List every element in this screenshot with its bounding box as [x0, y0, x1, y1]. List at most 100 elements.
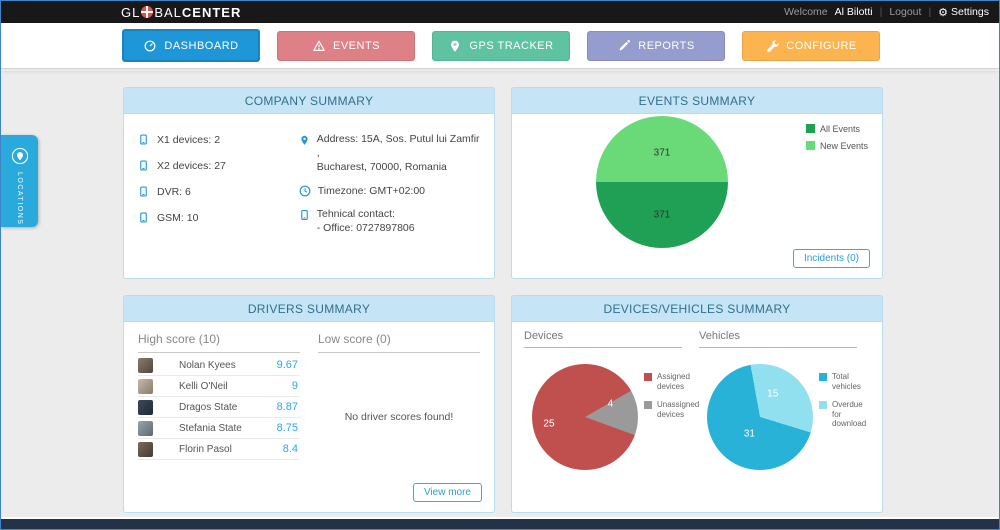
dashboard-icon	[144, 40, 156, 51]
timezone-row: Timezone: GMT+02:00	[299, 184, 480, 198]
panel-title: COMPANY SUMMARY	[124, 88, 494, 114]
driver-score: 9	[291, 380, 298, 392]
low-score-header: Low score (0)	[318, 332, 480, 353]
timezone-label: Timezone: GMT+02:00	[317, 184, 426, 197]
mobile-device-icon	[140, 186, 147, 197]
incidents-button[interactable]: Incidents (0)	[792, 249, 870, 268]
driver-row: Stefania State 8.75	[138, 418, 300, 439]
legend-label: Unassigned devices	[657, 400, 700, 419]
tab-label: CONFIGURE	[786, 39, 857, 52]
driver-avatar	[138, 399, 153, 415]
legend-label: Total vehicles	[832, 372, 861, 391]
events-legend: All Events New Events	[805, 124, 868, 151]
locations-label: LOCATIONS	[16, 172, 23, 226]
phone-icon	[300, 209, 308, 220]
drivers-body: High score (10) Nolan Kyees 9.67 Kelli O…	[124, 322, 494, 512]
divider: |	[879, 6, 883, 18]
devices-vehicles-panel: DEVICES/VEHICLES SUMMARY Devices 25 4 As…	[511, 295, 883, 513]
locations-side-tab[interactable]: LOCATIONS	[1, 135, 38, 227]
driver-row: Nolan Kyees 9.67	[138, 355, 300, 376]
driver-score: 9.67	[276, 359, 298, 371]
high-score-column: High score (10) Nolan Kyees 9.67 Kelli O…	[138, 332, 300, 502]
driver-avatar	[138, 357, 153, 373]
driver-row: Kelli O'Neil 9	[138, 376, 300, 397]
tab-events[interactable]: EVENTS	[277, 30, 415, 61]
legend-label: Overdue for download	[832, 400, 867, 429]
tab-label: EVENTS	[332, 39, 380, 52]
pie-value-label: 31	[743, 428, 755, 440]
low-score-column: Low score (0) No driver scores found!	[318, 332, 480, 502]
address-row: Address: 15A, Sos. Putul lui Zamfir , Bu…	[299, 132, 480, 175]
legend-item: All Events	[805, 124, 868, 134]
gear-icon: ⚙	[938, 6, 949, 19]
tab-gps-tracker[interactable]: GPS TRACKER	[432, 30, 570, 61]
view-more-button[interactable]: View more	[412, 483, 482, 502]
map-pin-icon	[301, 135, 308, 145]
pie-value-label: 25	[543, 418, 555, 430]
topbar-right: Welcome Al Bilotti | Logout | ⚙ Settings	[784, 6, 989, 19]
legend-label: All Events	[819, 124, 860, 134]
devices-section: Devices 25 4 Assigned devices	[522, 330, 700, 504]
username: Al Bilotti	[834, 6, 873, 18]
list-item: GSM: 10	[138, 210, 299, 225]
app-logo: GL BAL CENTER	[121, 5, 241, 20]
legend-swatch	[819, 401, 827, 410]
globe-icon	[141, 6, 154, 18]
driver-name: Nolan Kyees	[179, 359, 236, 371]
contact-office: - Office: 0727897806	[316, 221, 415, 234]
panel-title: EVENTS SUMMARY	[512, 88, 882, 114]
tab-reports[interactable]: REPORTS	[587, 30, 725, 61]
driver-row: Florin Pasol 8.4	[138, 439, 300, 460]
vehicles-legend: Total vehicles Overdue for download	[819, 372, 873, 429]
tab-dashboard[interactable]: DASHBOARD	[122, 29, 260, 62]
driver-avatar	[138, 420, 153, 436]
company-info: Address: 15A, Sos. Putul lui Zamfir , Bu…	[299, 126, 480, 266]
pie-value-label: 15	[767, 388, 779, 400]
devices-legend: Assigned devices Unassigned devices	[644, 372, 700, 419]
tab-label: GPS TRACKER	[469, 39, 554, 52]
devices-header: Devices	[524, 330, 682, 348]
legend-swatch	[819, 373, 827, 381]
driver-avatar	[138, 441, 153, 457]
alert-triangle-icon	[313, 40, 325, 51]
logo-text-gl: GL	[121, 4, 141, 20]
list-item: DVR: 6	[138, 184, 299, 199]
driver-avatar	[138, 378, 153, 394]
clock-icon	[299, 185, 311, 196]
logo-text-center: CENTER	[181, 4, 242, 20]
high-score-header: High score (10)	[138, 332, 300, 353]
legend-swatch	[805, 124, 815, 133]
pie-value-label: 371	[653, 209, 671, 221]
driver-score: 8.4	[282, 443, 298, 455]
events-summary-panel: EVENTS SUMMARY All Events New Events	[511, 87, 883, 279]
device-counts-list: X1 devices: 2 X2 devices: 27 DVR: 6	[138, 126, 299, 266]
driver-score: 8.87	[276, 401, 298, 413]
map-pin-icon	[451, 40, 460, 52]
logo-text-bal: BAL	[154, 4, 182, 20]
logout-link[interactable]: Logout	[889, 6, 922, 18]
location-pin-icon	[11, 147, 28, 165]
events-body: All Events New Events 371 371 Incidents …	[512, 114, 882, 278]
driver-row: Dragos State 8.87	[138, 397, 300, 418]
company-summary-panel: COMPANY SUMMARY X1 devices: 2 X2 devices…	[123, 87, 495, 279]
panel-title: DEVICES/VEHICLES SUMMARY	[512, 296, 882, 322]
driver-name: Dragos State	[179, 401, 238, 413]
list-item: X2 devices: 27	[138, 158, 299, 173]
company-body: X1 devices: 2 X2 devices: 27 DVR: 6	[124, 114, 494, 278]
main-nav: DASHBOARD EVENTS GPS TRACKER REPORTS	[1, 23, 999, 69]
vehicles-header: Vehicles	[699, 330, 857, 348]
tab-label: REPORTS	[638, 39, 695, 52]
devices-vehicles-body: Devices 25 4 Assigned devices	[512, 322, 882, 512]
list-item: X1 devices: 2	[138, 132, 299, 147]
address-line: Address: 15A, Sos. Putul lui Zamfir ,	[316, 133, 480, 160]
panel-title: DRIVERS SUMMARY	[124, 296, 494, 322]
welcome-text: Welcome	[784, 6, 828, 18]
legend-item: Total vehicles	[819, 372, 873, 391]
settings-label: Settings	[951, 6, 989, 18]
tab-label: DASHBOARD	[164, 39, 239, 52]
settings-link[interactable]: ⚙ Settings	[938, 6, 989, 19]
vehicles-section: Vehicles 31 15 Total vehicles	[697, 330, 872, 504]
tab-configure[interactable]: CONFIGURE	[742, 30, 880, 61]
driver-score: 8.75	[276, 422, 298, 434]
